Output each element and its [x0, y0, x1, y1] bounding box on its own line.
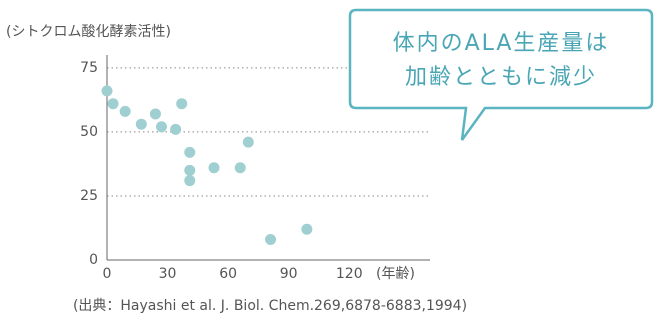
- source: (出典：Hayashi et al. J. Biol. Chem.269,687…: [73, 298, 467, 314]
- point: [170, 123, 182, 135]
- x-axis-label: (年齢): [376, 266, 415, 282]
- y-axis-label: (シトクロム酸化酵素活性): [6, 24, 171, 40]
- callout-box: [348, 8, 654, 141]
- y-tick-label: 0: [89, 252, 98, 268]
- y-tick-label: 75: [80, 60, 98, 76]
- point: [176, 98, 188, 110]
- x-tick-label: 120: [336, 266, 363, 282]
- point: [301, 223, 313, 235]
- point: [184, 146, 196, 158]
- point: [265, 234, 277, 245]
- y-tick-label: 25: [80, 188, 98, 204]
- point: [135, 118, 147, 130]
- point: [234, 162, 246, 174]
- x-tick-label: 60: [219, 266, 237, 282]
- point: [208, 162, 220, 174]
- x-tick-label: 0: [103, 266, 112, 282]
- point: [101, 85, 113, 97]
- x-tick-label: 90: [280, 266, 298, 282]
- point: [184, 164, 196, 176]
- point: [184, 175, 196, 187]
- point: [107, 98, 119, 110]
- callout: 体内のALA生産量は 加齢とともに減少: [348, 8, 654, 141]
- callout-text: 加齢とともに減少: [405, 65, 597, 90]
- point: [119, 105, 131, 117]
- y-tick-label: 50: [80, 124, 98, 140]
- point: [149, 108, 161, 120]
- callout-text: 体内のALA生産量は: [393, 31, 610, 56]
- x-tick-label: 30: [159, 266, 177, 282]
- point: [242, 136, 254, 148]
- point: [156, 121, 168, 133]
